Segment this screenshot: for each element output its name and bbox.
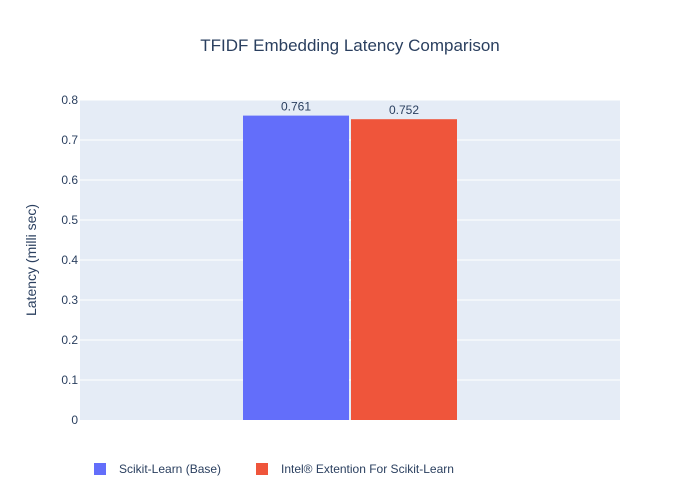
gridlines bbox=[80, 99, 620, 381]
y-tick-label: 0.6 bbox=[61, 173, 78, 187]
y-axis-ticks: 0 0.1 0.2 0.3 0.4 0.5 0.6 0.7 0.8 bbox=[61, 93, 78, 427]
legend-label: Intel® Extention For Scikit-Learn bbox=[281, 462, 454, 476]
legend-swatch bbox=[256, 463, 268, 475]
bar-intel-extension[interactable] bbox=[351, 119, 457, 420]
y-tick-label: 0.5 bbox=[61, 213, 78, 227]
chart-title: TFIDF Embedding Latency Comparison bbox=[200, 36, 500, 55]
legend[interactable]: Scikit-Learn (Base) Intel® Extention For … bbox=[94, 462, 454, 476]
bar-value-label: 0.752 bbox=[389, 103, 419, 117]
bar-value-label: 0.761 bbox=[281, 100, 311, 114]
legend-item[interactable]: Scikit-Learn (Base) bbox=[94, 462, 221, 476]
y-tick-label: 0.8 bbox=[61, 93, 78, 107]
y-tick-label: 0.3 bbox=[61, 293, 78, 307]
y-tick-label: 0.1 bbox=[61, 373, 78, 387]
y-axis-title: Latency (milli sec) bbox=[23, 204, 39, 316]
y-tick-label: 0.4 bbox=[61, 253, 78, 267]
data-labels: 0.761 0.752 bbox=[281, 100, 419, 118]
bars bbox=[243, 115, 457, 420]
y-tick-label: 0.7 bbox=[61, 133, 78, 147]
y-tick-label: 0 bbox=[71, 413, 78, 427]
y-tick-label: 0.2 bbox=[61, 333, 78, 347]
legend-label: Scikit-Learn (Base) bbox=[119, 462, 221, 476]
legend-swatch bbox=[94, 463, 106, 475]
legend-item[interactable]: Intel® Extention For Scikit-Learn bbox=[256, 462, 454, 476]
bar-scikit-learn-base[interactable] bbox=[243, 115, 349, 420]
